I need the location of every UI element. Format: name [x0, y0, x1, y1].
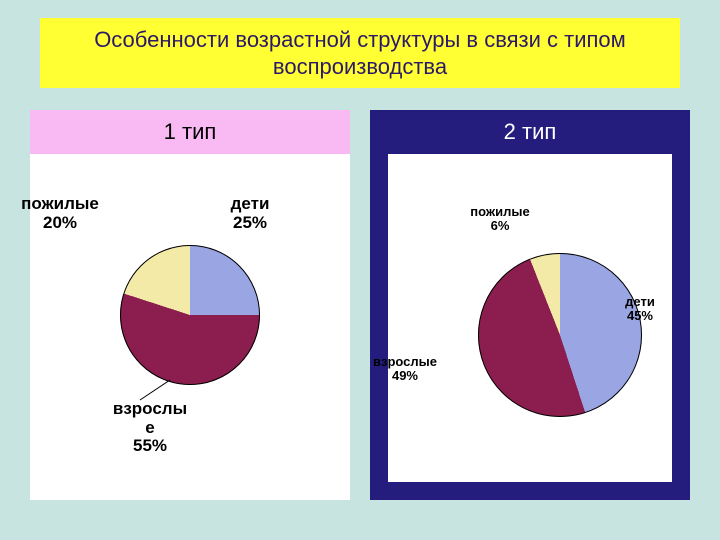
label-type2-pozhilye: пожилые 6% [470, 205, 529, 234]
label-type2-vzroslye: взрослые 49% [373, 355, 437, 384]
label-type1-pozhilye: пожилые 20% [21, 195, 99, 232]
panel-type1-header: 1 тип [30, 110, 350, 154]
panel-type1-title: 1 тип [164, 119, 217, 144]
slide-root: Особенности возрастной структуры в связи… [0, 0, 720, 540]
label-type1-deti: дети 25% [231, 195, 270, 232]
label-type1-vzroslye: взрослы е 55% [113, 400, 187, 456]
label-type2-deti: дети 45% [625, 295, 655, 324]
pie-chart-type1 [120, 245, 260, 385]
title-bar: Особенности возрастной структуры в связи… [40, 18, 680, 88]
panel-type2-header: 2 тип [370, 110, 690, 154]
title-text: Особенности возрастной структуры в связи… [40, 26, 680, 81]
panel-type2-title: 2 тип [504, 119, 557, 144]
pie-chart-type2 [478, 253, 642, 417]
